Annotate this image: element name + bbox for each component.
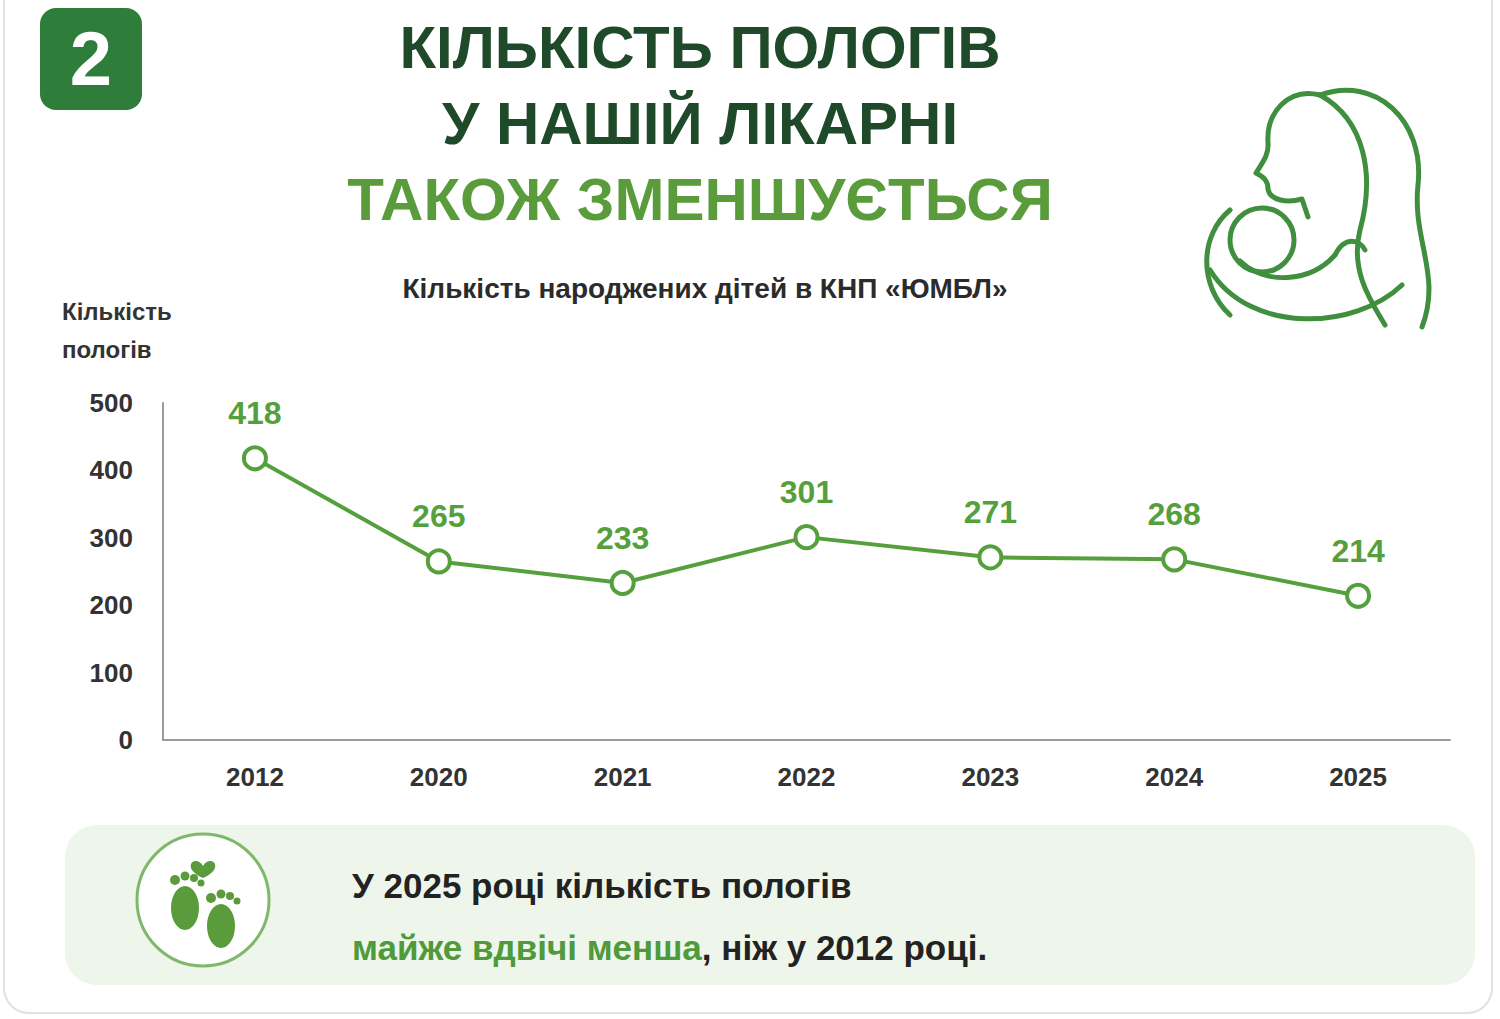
svg-text:300: 300	[90, 523, 133, 553]
svg-text:100: 100	[90, 658, 133, 688]
html-text:майже вдвічі менша, ніж у 2012: майже вдвічі менша, ніж у 2012 році.	[352, 928, 988, 967]
svg-text:265: 265	[412, 498, 465, 534]
svg-text:2021: 2021	[594, 762, 652, 792]
svg-text:500: 500	[90, 388, 133, 418]
html-text:Кількість народжених дітей в К: Кількість народжених дітей в КНП «ЮМБЛ»	[402, 273, 1008, 304]
svg-text:2022: 2022	[778, 762, 836, 792]
svg-text:0: 0	[119, 725, 133, 755]
svg-text:2024: 2024	[1145, 762, 1203, 792]
html-text:У 2025 році кількість пологів: У 2025 році кількість пологів	[352, 866, 852, 905]
html-text:КІЛЬКІСТЬ ПОЛОГІВ: КІЛЬКІСТЬ ПОЛОГІВ	[399, 14, 1001, 81]
svg-text:268: 268	[1148, 496, 1201, 532]
svg-text:2012: 2012	[226, 762, 284, 792]
svg-text:418: 418	[228, 395, 281, 431]
svg-text:301: 301	[780, 474, 833, 510]
html-text:У НАШІЙ ЛІКАРНІ: У НАШІЙ ЛІКАРНІ	[441, 90, 959, 157]
svg-text:2023: 2023	[961, 762, 1019, 792]
svg-text:400: 400	[90, 455, 133, 485]
html-text:2: 2	[69, 16, 113, 101]
svg-text:2020: 2020	[410, 762, 468, 792]
svg-text:271: 271	[964, 494, 1017, 530]
html-text:ТАКОЖ ЗМЕНШУЄТЬСЯ: ТАКОЖ ЗМЕНШУЄТЬСЯ	[347, 166, 1053, 233]
svg-text:214: 214	[1331, 533, 1385, 569]
svg-text:233: 233	[596, 520, 649, 556]
html-text:Кількість пологів: Кількість пологів	[62, 298, 172, 363]
svg-text:200: 200	[90, 590, 133, 620]
svg-text:2025: 2025	[1329, 762, 1387, 792]
